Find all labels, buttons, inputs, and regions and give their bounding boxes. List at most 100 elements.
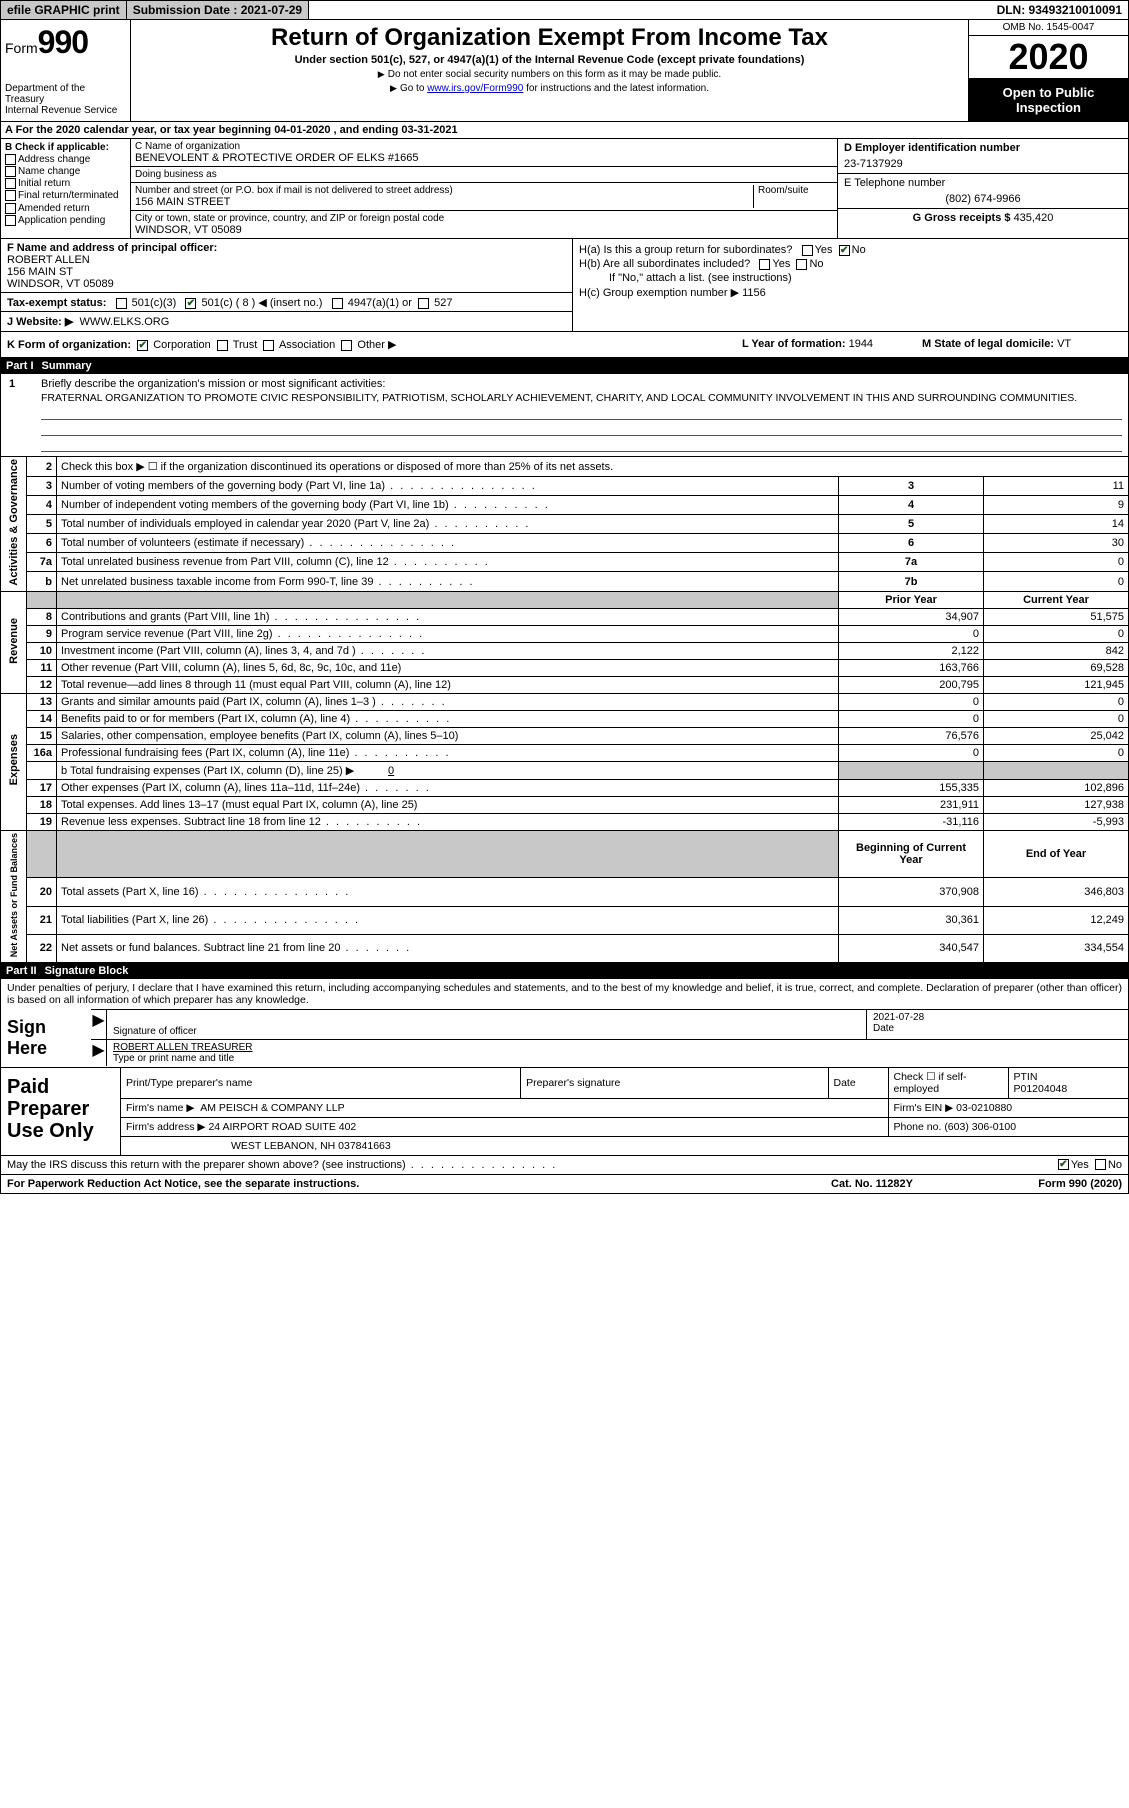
form-note-1: Do not enter social security numbers on …	[139, 69, 960, 80]
prep-sig-hdr: Preparer's signature	[521, 1068, 828, 1099]
summary-row: 3Number of voting members of the governi…	[1, 477, 1129, 496]
top-bar: efile GRAPHIC print Submission Date : 20…	[0, 0, 1129, 20]
discuss-yes[interactable]: Yes	[1058, 1159, 1089, 1171]
form-header: Form990 Department of the Treasury Inter…	[0, 20, 1129, 122]
footer-row: For Paperwork Reduction Act Notice, see …	[0, 1175, 1129, 1194]
street-value: 156 MAIN STREET	[135, 196, 753, 208]
summary-row: bNet unrelated business taxable income f…	[1, 572, 1129, 591]
cb-app-pending[interactable]: Application pending	[5, 215, 126, 226]
room-label: Room/suite	[758, 185, 833, 196]
officer-label: F Name and address of principal officer:	[7, 242, 566, 254]
ein-value: 23-7137929	[844, 158, 1122, 170]
cb-hb-yes[interactable]	[759, 259, 770, 270]
org-name-label: C Name of organization	[135, 141, 833, 152]
form-ref: Form 990 (2020)	[972, 1178, 1122, 1190]
summary-row: 19Revenue less expenses. Subtract line 1…	[1, 813, 1129, 830]
prep-check-cell: Check ☐ if self-employed	[888, 1068, 1008, 1099]
cb-assoc[interactable]	[263, 340, 274, 351]
city-value: WINDSOR, VT 05089	[135, 224, 833, 236]
cb-name-change[interactable]: Name change	[5, 166, 126, 177]
ein-cell: D Employer identification number 23-7137…	[838, 139, 1128, 174]
line-1-num: 1	[9, 378, 15, 390]
form-note-2: Go to www.irs.gov/Form990 for instructio…	[139, 83, 960, 94]
ein-label: D Employer identification number	[844, 142, 1122, 154]
hb-note: If "No," attach a list. (see instruction…	[579, 272, 1122, 284]
preparer-block: Paid Preparer Use Only Print/Type prepar…	[0, 1068, 1129, 1156]
cb-initial-return[interactable]: Initial return	[5, 178, 126, 189]
cb-corp[interactable]	[137, 340, 148, 351]
summary-row: 18Total expenses. Add lines 13–17 (must …	[1, 796, 1129, 813]
line-2-num: 2	[27, 457, 57, 477]
tax-exempt-row: Tax-exempt status: 501(c)(3) 501(c) ( 8 …	[1, 292, 572, 309]
cb-amended[interactable]: Amended return	[5, 203, 126, 214]
part2-header: Part II Signature Block	[0, 963, 1129, 979]
dba-cell: Doing business as	[131, 167, 838, 183]
state-domicile: M State of legal domicile: VT	[922, 338, 1122, 351]
sig-date-label: Date	[873, 1023, 1122, 1034]
discuss-no[interactable]: No	[1095, 1159, 1122, 1171]
cb-ha-no[interactable]	[839, 245, 850, 256]
mission-uline1	[41, 406, 1122, 420]
officer-name-cell: ROBERT ALLEN TREASURER Type or print nam…	[107, 1040, 1128, 1066]
prep-name-hdr: Print/Type preparer's name	[121, 1068, 521, 1099]
cb-ha-yes[interactable]	[802, 245, 813, 256]
form990-link[interactable]: www.irs.gov/Form990	[427, 83, 523, 94]
mission-uline2	[41, 422, 1122, 436]
street-cell: Number and street (or P.O. box if mail i…	[131, 183, 838, 211]
summary-row: 7aTotal unrelated business revenue from …	[1, 553, 1129, 572]
form-title: Return of Organization Exempt From Incom…	[139, 24, 960, 52]
org-name: BENEVOLENT & PROTECTIVE ORDER OF ELKS #1…	[135, 152, 833, 164]
col-current-year: Current Year	[984, 591, 1129, 608]
hb-row: H(b) Are all subordinates included? Yes …	[579, 258, 1122, 270]
officer-sig-label: Signature of officer	[113, 1026, 860, 1037]
summary-row: 5Total number of individuals employed in…	[1, 515, 1129, 534]
officer-group-block: F Name and address of principal officer:…	[0, 239, 1129, 332]
mission-text: FRATERNAL ORGANIZATION TO PROMOTE CIVIC …	[41, 392, 1122, 404]
firm-addr2-cell: WEST LEBANON, NH 037841663	[121, 1136, 1128, 1155]
discuss-row: May the IRS discuss this return with the…	[0, 1156, 1129, 1175]
officer-sig-cell: Signature of officer	[107, 1010, 867, 1039]
cat-no: Cat. No. 11282Y	[772, 1178, 972, 1190]
website-value: WWW.ELKS.ORG	[79, 316, 169, 328]
check-b-label: B Check if applicable:	[5, 142, 126, 153]
dln: DLN: 93493210010091	[991, 1, 1128, 19]
summary-row: 16aProfessional fundraising fees (Part I…	[1, 744, 1129, 761]
gross-cell: G Gross receipts $ 435,420	[838, 209, 1128, 227]
cb-trust[interactable]	[217, 340, 228, 351]
firm-addr-cell: Firm's address ▶ 24 AIRPORT ROAD SUITE 4…	[121, 1117, 888, 1136]
city-label: City or town, state or province, country…	[135, 213, 833, 224]
cb-hb-no[interactable]	[796, 259, 807, 270]
summary-row: b Total fundraising expenses (Part IX, c…	[1, 761, 1129, 779]
col-beginning: Beginning of Current Year	[839, 830, 984, 878]
line-2-desc: Check this box ▶ ☐ if the organization d…	[57, 457, 1129, 477]
row-j-label: J Website: ▶	[7, 316, 73, 328]
check-applicable: B Check if applicable: Address change Na…	[1, 139, 131, 238]
city-cell: City or town, state or province, country…	[131, 211, 838, 238]
dept-label: Department of the Treasury Internal Reve…	[5, 83, 126, 116]
cb-501c3[interactable]	[116, 298, 127, 309]
col-prior-year: Prior Year	[839, 591, 984, 608]
efile-button[interactable]: efile GRAPHIC print	[1, 1, 127, 19]
part2-num: Part II	[6, 965, 45, 977]
summary-row: 11Other revenue (Part VIII, column (A), …	[1, 659, 1129, 676]
summary-row: 9Program service revenue (Part VIII, lin…	[1, 625, 1129, 642]
part1-header: Part I Summary	[0, 358, 1129, 374]
cb-final-return[interactable]: Final return/terminated	[5, 190, 126, 201]
summary-row: 10Investment income (Part VIII, column (…	[1, 642, 1129, 659]
street-label: Number and street (or P.O. box if mail i…	[135, 185, 753, 196]
cb-527[interactable]	[418, 298, 429, 309]
firm-name-cell: Firm's name ▶ AM PEISCH & COMPANY LLP	[121, 1098, 888, 1117]
org-name-cell: C Name of organization BENEVOLENT & PROT…	[131, 139, 838, 167]
cb-address-change[interactable]: Address change	[5, 154, 126, 165]
cb-other[interactable]	[341, 340, 352, 351]
cb-501c[interactable]	[185, 298, 196, 309]
part2-title: Signature Block	[45, 965, 129, 977]
preparer-label: Paid Preparer Use Only	[1, 1068, 121, 1155]
sign-here-label: Sign Here	[1, 1009, 91, 1067]
website-row: J Website: ▶ WWW.ELKS.ORG	[1, 311, 572, 328]
cb-4947[interactable]	[332, 298, 343, 309]
prep-ptin-cell: PTINP01204048	[1008, 1068, 1128, 1099]
hc-row: H(c) Group exemption number ▶ 1156	[579, 286, 1122, 299]
gross-value: 435,420	[1014, 212, 1054, 224]
summary-row: 8Contributions and grants (Part VIII, li…	[1, 608, 1129, 625]
